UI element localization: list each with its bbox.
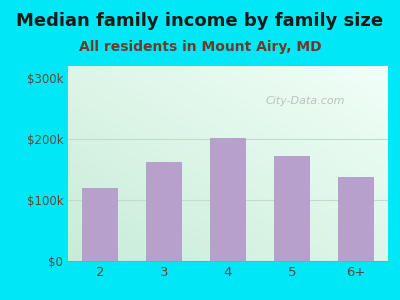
Bar <box>338 177 374 261</box>
Bar <box>82 188 118 261</box>
Text: All residents in Mount Airy, MD: All residents in Mount Airy, MD <box>79 40 321 53</box>
Bar <box>274 156 310 261</box>
Text: City-Data.com: City-Data.com <box>265 96 344 106</box>
Bar <box>210 138 246 261</box>
Bar <box>146 162 182 261</box>
Text: Median family income by family size: Median family income by family size <box>16 12 384 30</box>
